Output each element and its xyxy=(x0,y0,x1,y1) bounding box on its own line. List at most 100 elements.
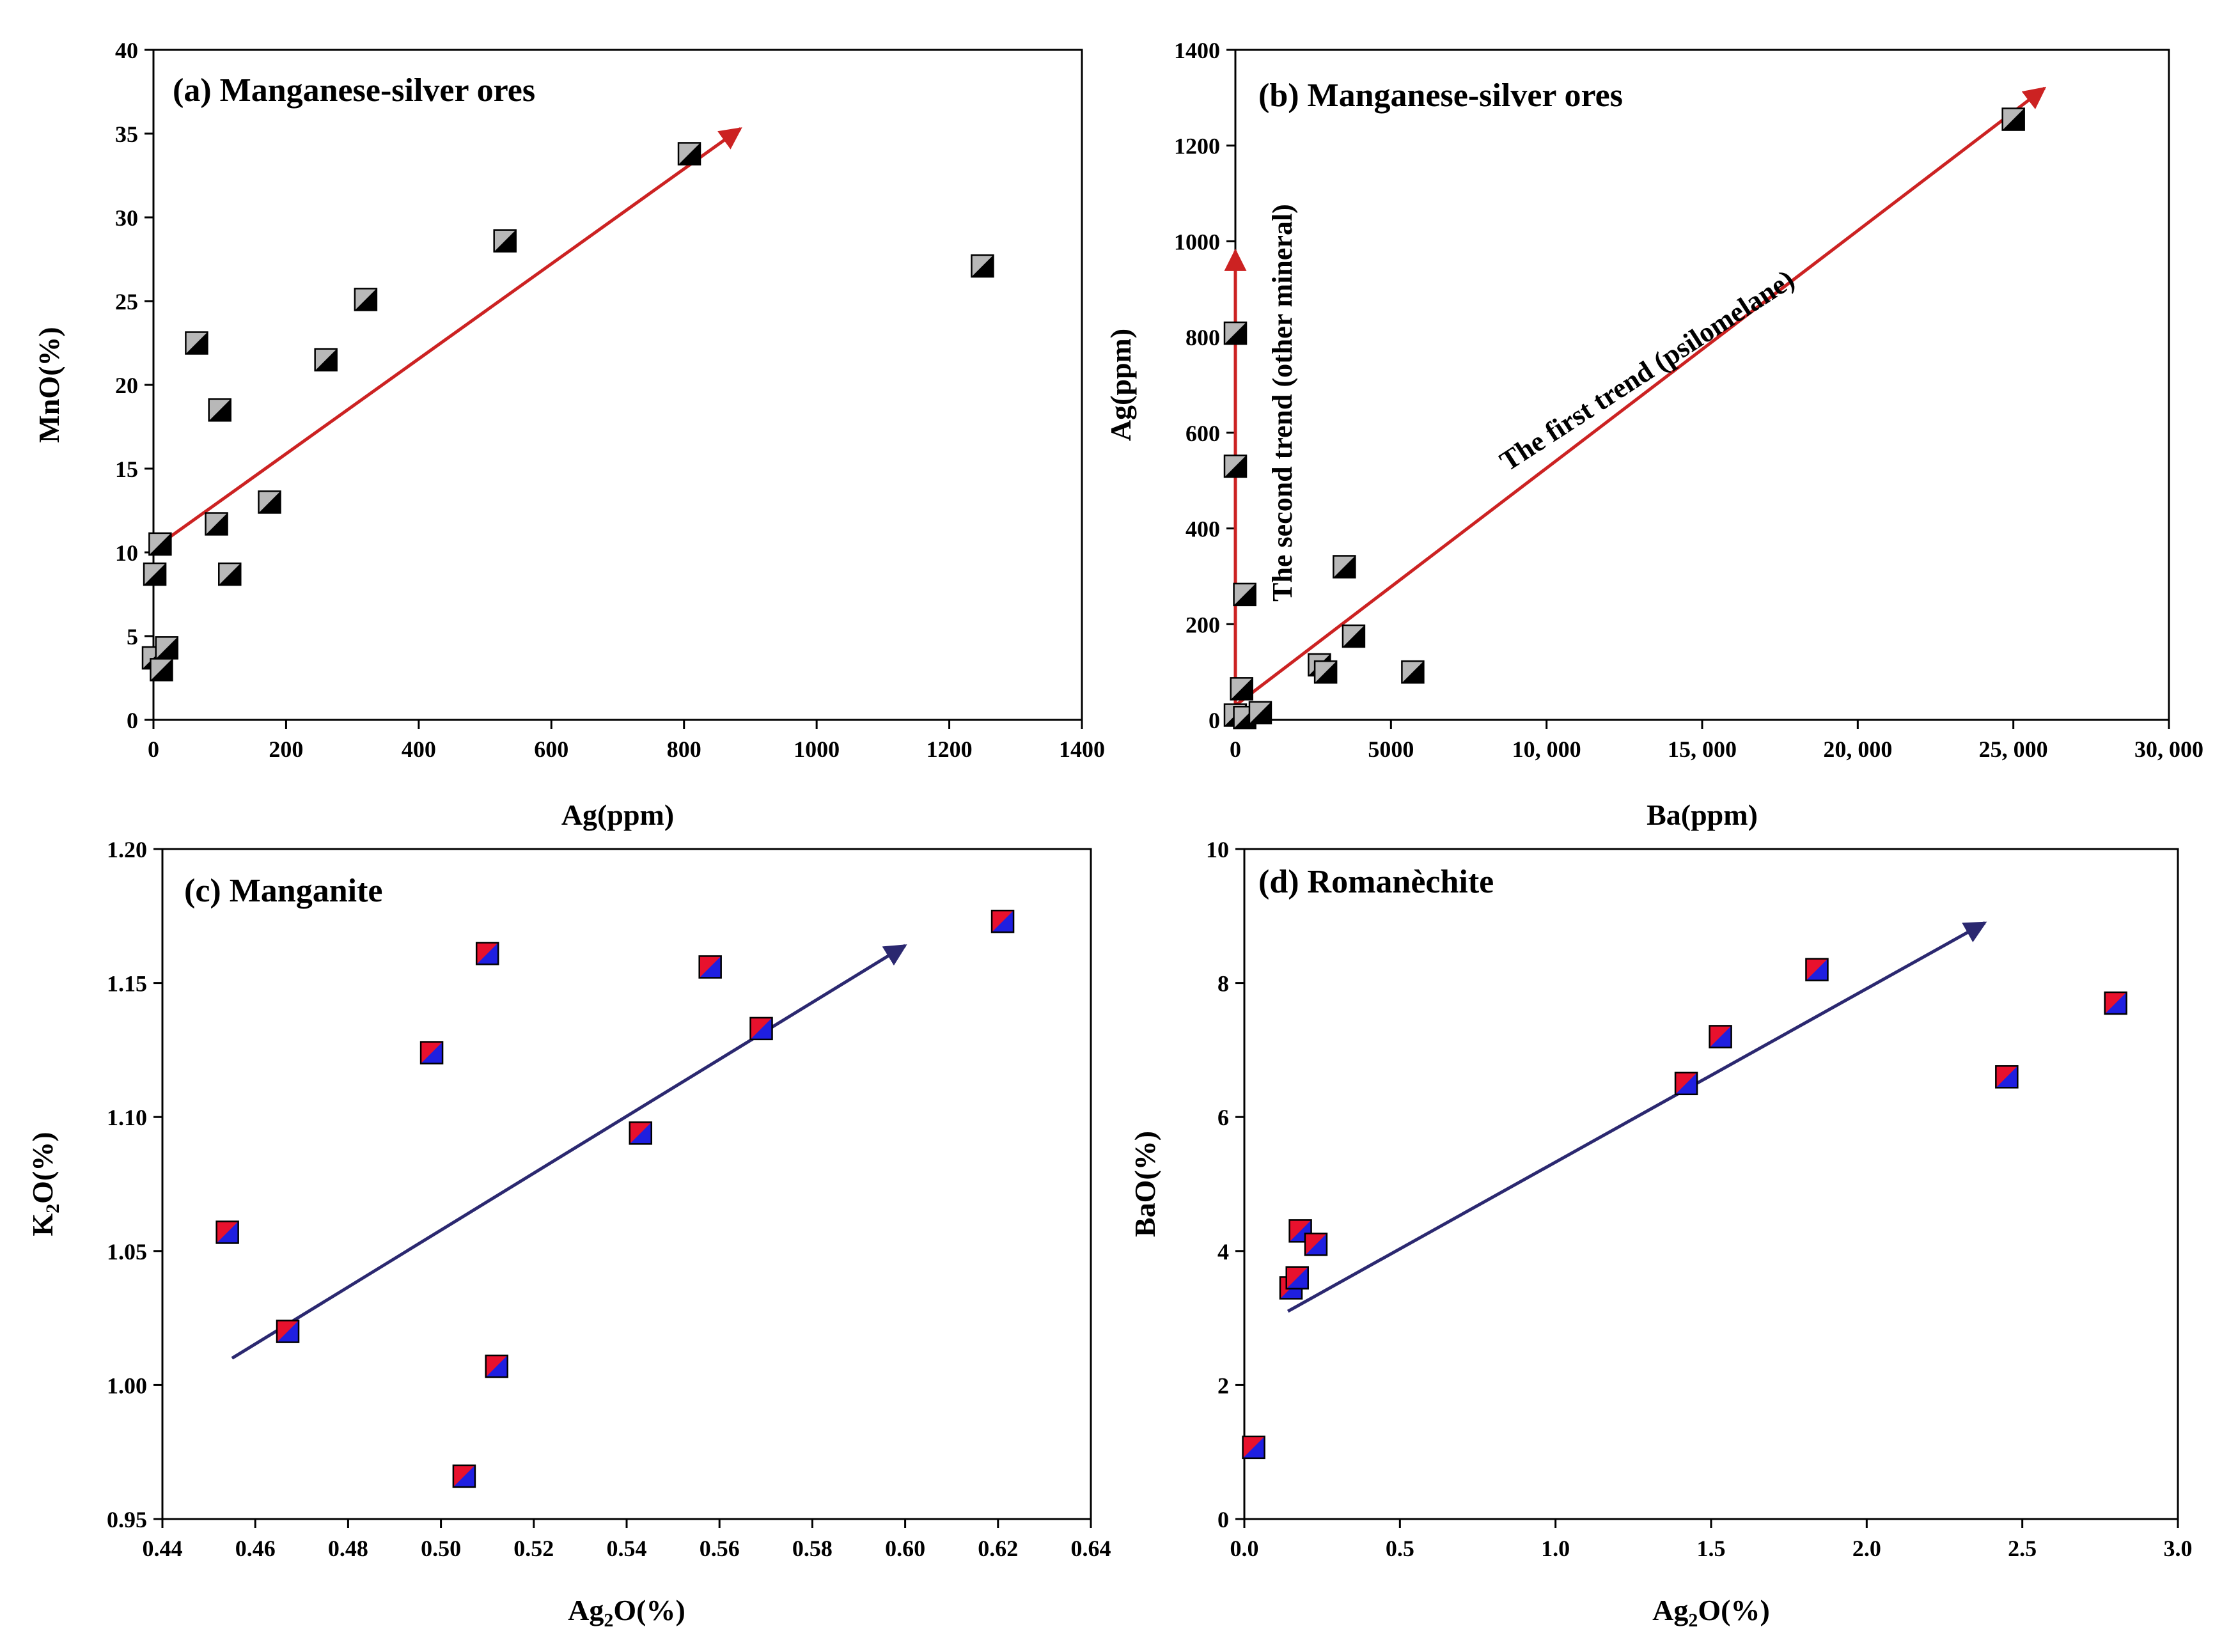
x-tick-label-c: 0.48 xyxy=(328,1536,368,1561)
data-point-highlight xyxy=(185,332,208,354)
x-tick-label-b: 25, 000 xyxy=(1979,736,2048,762)
data-point xyxy=(698,955,722,979)
data-point xyxy=(1805,958,1829,981)
panel-a: 0 200 400 600 800 1000 1200 1400 0 5 10 15 20 25 30 35… xyxy=(33,38,1105,831)
x-tick-label-c: 0.64 xyxy=(1071,1536,1111,1561)
plot-frame-a xyxy=(152,49,1083,721)
y-tick-label-b: 1200 xyxy=(1174,134,1220,159)
data-point-highlight xyxy=(2002,108,2024,130)
data-point-outline xyxy=(749,1017,773,1041)
data-point-highlight xyxy=(1225,322,1246,345)
x-tick-label-c: 0.56 xyxy=(700,1536,740,1561)
data-point-highlight xyxy=(1996,1066,2018,1088)
x-tick-label-a: 1200 xyxy=(927,736,973,762)
data-point xyxy=(419,1041,444,1064)
data-point-highlight xyxy=(1806,958,1828,981)
x-tick-label-a: 1000 xyxy=(794,736,840,762)
data-point-outline xyxy=(1233,582,1256,607)
y-axis-label-a: MnO(%) xyxy=(33,327,65,442)
data-point xyxy=(215,1220,239,1244)
data-point-highlight xyxy=(678,143,701,165)
data-point-outline xyxy=(215,1220,239,1244)
data-point-highlight xyxy=(629,1122,652,1144)
x-tick-label-d: 3.0 xyxy=(2164,1536,2193,1561)
data-point-highlight xyxy=(277,1320,299,1343)
data-point-outline xyxy=(698,955,722,979)
points-d xyxy=(1242,958,2127,1460)
points-b xyxy=(1223,107,2025,729)
y-axis-label-c: K2O(%) xyxy=(26,1132,63,1236)
trends-d xyxy=(1287,921,1987,1313)
y-tick-label-a: 15 xyxy=(115,456,138,482)
data-point xyxy=(2104,991,2127,1015)
data-point-highlight xyxy=(421,1041,443,1064)
data-point xyxy=(493,229,517,253)
x-tick-label-a: 200 xyxy=(269,736,303,762)
data-point-highlight xyxy=(219,563,241,586)
data-point xyxy=(1285,1266,1309,1290)
x-tick-label-c: 0.54 xyxy=(607,1536,647,1561)
y-tick-label-a: 35 xyxy=(115,121,138,147)
data-point-outline xyxy=(629,1121,653,1145)
data-point xyxy=(1333,555,1356,579)
plot-frame-d xyxy=(1243,848,2179,1520)
x-axis-label-a: Ag(ppm) xyxy=(561,799,674,831)
data-point-outline xyxy=(185,331,208,355)
data-point-outline xyxy=(971,254,994,278)
data-point-highlight xyxy=(205,513,228,535)
data-point-highlight xyxy=(258,491,281,513)
y-axis-d: 0 2 4 6 8 10 xyxy=(1206,837,1244,1532)
plot-frame-c xyxy=(161,848,1092,1520)
data-point-outline xyxy=(2104,991,2127,1015)
data-point-highlight xyxy=(144,563,166,586)
data-point-highlight xyxy=(155,637,178,659)
data-point-highlight xyxy=(315,348,337,371)
data-point-outline xyxy=(1304,1233,1328,1256)
y-tick-label-b: 800 xyxy=(1186,325,1220,350)
data-point-highlight xyxy=(1402,661,1424,683)
data-point xyxy=(185,331,208,355)
y-tick-label-b: 600 xyxy=(1186,421,1220,446)
data-point-highlight xyxy=(485,1355,508,1378)
x-axis-label-d: Ag2O(%) xyxy=(1652,1594,1770,1631)
data-point-highlight xyxy=(354,288,377,311)
data-point xyxy=(629,1121,653,1145)
data-point xyxy=(1709,1025,1732,1048)
data-point-outline xyxy=(1674,1071,1698,1096)
y-axis-label-d: BaO(%) xyxy=(1129,1131,1161,1237)
x-axis-label-c: Ag2O(%) xyxy=(568,1594,685,1631)
data-point xyxy=(354,288,378,311)
data-point-outline xyxy=(1333,555,1356,579)
data-point xyxy=(971,254,994,278)
y-tick-label-a: 0 xyxy=(127,708,138,733)
x-tick-label-c: 0.46 xyxy=(235,1536,276,1561)
trend-arrow-c-1 xyxy=(231,944,907,1360)
y-tick-label-c: 1.20 xyxy=(107,837,147,862)
y-tick-label-d: 0 xyxy=(1217,1507,1229,1532)
data-point xyxy=(208,398,231,422)
panel-title-d: (d) Romanèchite xyxy=(1258,864,1494,900)
y-tick-label-b: 0 xyxy=(1209,708,1220,733)
x-tick-label-a: 600 xyxy=(534,736,568,762)
data-point-highlight xyxy=(208,399,231,421)
data-point xyxy=(1304,1233,1328,1256)
data-point-highlight xyxy=(971,254,994,277)
x-tick-label-c: 0.44 xyxy=(143,1536,183,1561)
y-tick-label-c: 1.05 xyxy=(107,1239,147,1265)
data-point xyxy=(1223,321,1248,345)
y-tick-label-a: 10 xyxy=(115,540,138,566)
data-point-highlight xyxy=(1242,1436,1265,1458)
trend-arrow-a-1 xyxy=(159,127,742,545)
data-point-outline xyxy=(1342,624,1366,648)
data-point xyxy=(1230,677,1253,701)
trends-c xyxy=(231,944,907,1360)
y-tick-label-d: 2 xyxy=(1217,1373,1229,1398)
data-point-outline xyxy=(205,512,228,536)
data-point-outline xyxy=(218,562,242,586)
data-point-outline xyxy=(485,1354,508,1378)
y-tick-label-c: 1.10 xyxy=(107,1105,147,1130)
data-point-outline xyxy=(143,562,167,586)
data-point-outline xyxy=(1313,660,1338,684)
data-point xyxy=(990,909,1015,933)
data-point-highlight xyxy=(1333,556,1356,578)
